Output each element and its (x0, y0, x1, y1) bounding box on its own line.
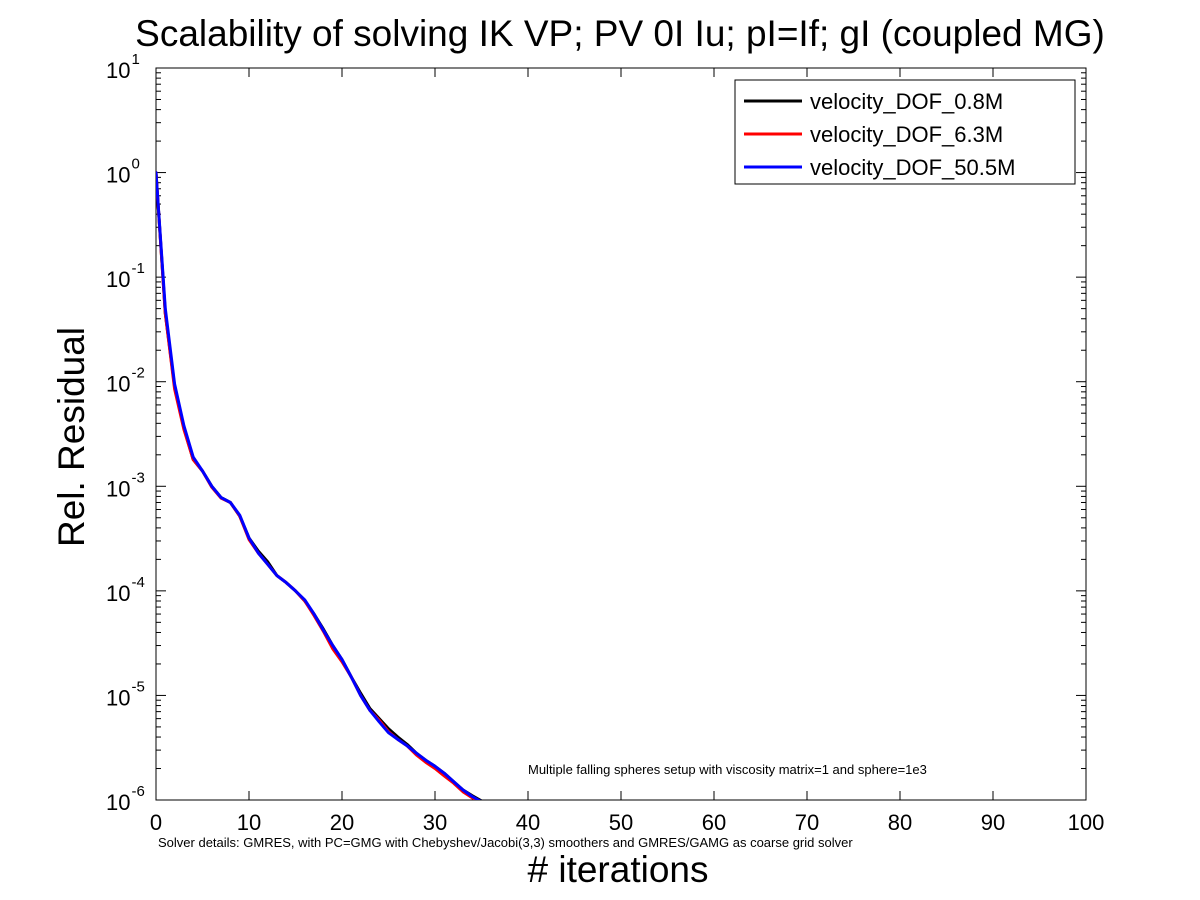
y-tick-label: 100 (106, 156, 140, 188)
y-tick-label: 10-3 (106, 469, 145, 501)
y-tick-label: 101 (106, 51, 140, 83)
legend: velocity_DOF_0.8M velocity_DOF_6.3Mveloci… (734, 79, 1076, 185)
x-tick-label: 0 (150, 810, 162, 835)
x-tick-label: 30 (423, 810, 447, 835)
x-tick-label: 100 (1068, 810, 1105, 835)
x-tick-label: 60 (702, 810, 726, 835)
chart-title: Scalability of solving IK VP; PV 0I Iu; … (135, 13, 1105, 54)
y-tick-label: 10-5 (106, 678, 145, 710)
legend-label: velocity_DOF_6.3M (810, 122, 1003, 147)
x-axis-label: # iterations (528, 849, 709, 890)
y-tick-label: 10-4 (106, 574, 145, 606)
x-tick-label: 40 (516, 810, 540, 835)
chart-annotation: Multiple falling spheres setup with visc… (528, 762, 927, 777)
series-line-velocity_DOF_50.5M (156, 171, 482, 800)
x-tick-label: 70 (795, 810, 819, 835)
y-tick-label: 10-6 (106, 783, 145, 815)
x-tick-label: 50 (609, 810, 633, 835)
y-tick-label: 10-2 (106, 365, 145, 397)
y-axis-label: Rel. Residual (51, 327, 92, 547)
y-axis-ticks: 10-6 10-5 10-4 10-3 10-2 10-1 100 101 (106, 51, 1086, 815)
x-tick-label: 20 (330, 810, 354, 835)
legend-label: velocity_DOF_0.8M (810, 89, 1003, 114)
x-tick-label: 90 (981, 810, 1005, 835)
x-tick-label: 80 (888, 810, 912, 835)
y-tick-label: 10-1 (106, 260, 145, 292)
x-axis-ticks: 0 10 20 30 40 50 60 70 80 90 100 (150, 68, 1104, 835)
series-layer (156, 171, 483, 800)
plot-area (155, 67, 1087, 801)
x-tick-label: 10 (237, 810, 261, 835)
solver-footnote: Solver details: GMRES, with PC=GMG with … (158, 835, 853, 850)
legend-label: velocity_DOF_50.5M (810, 155, 1015, 180)
